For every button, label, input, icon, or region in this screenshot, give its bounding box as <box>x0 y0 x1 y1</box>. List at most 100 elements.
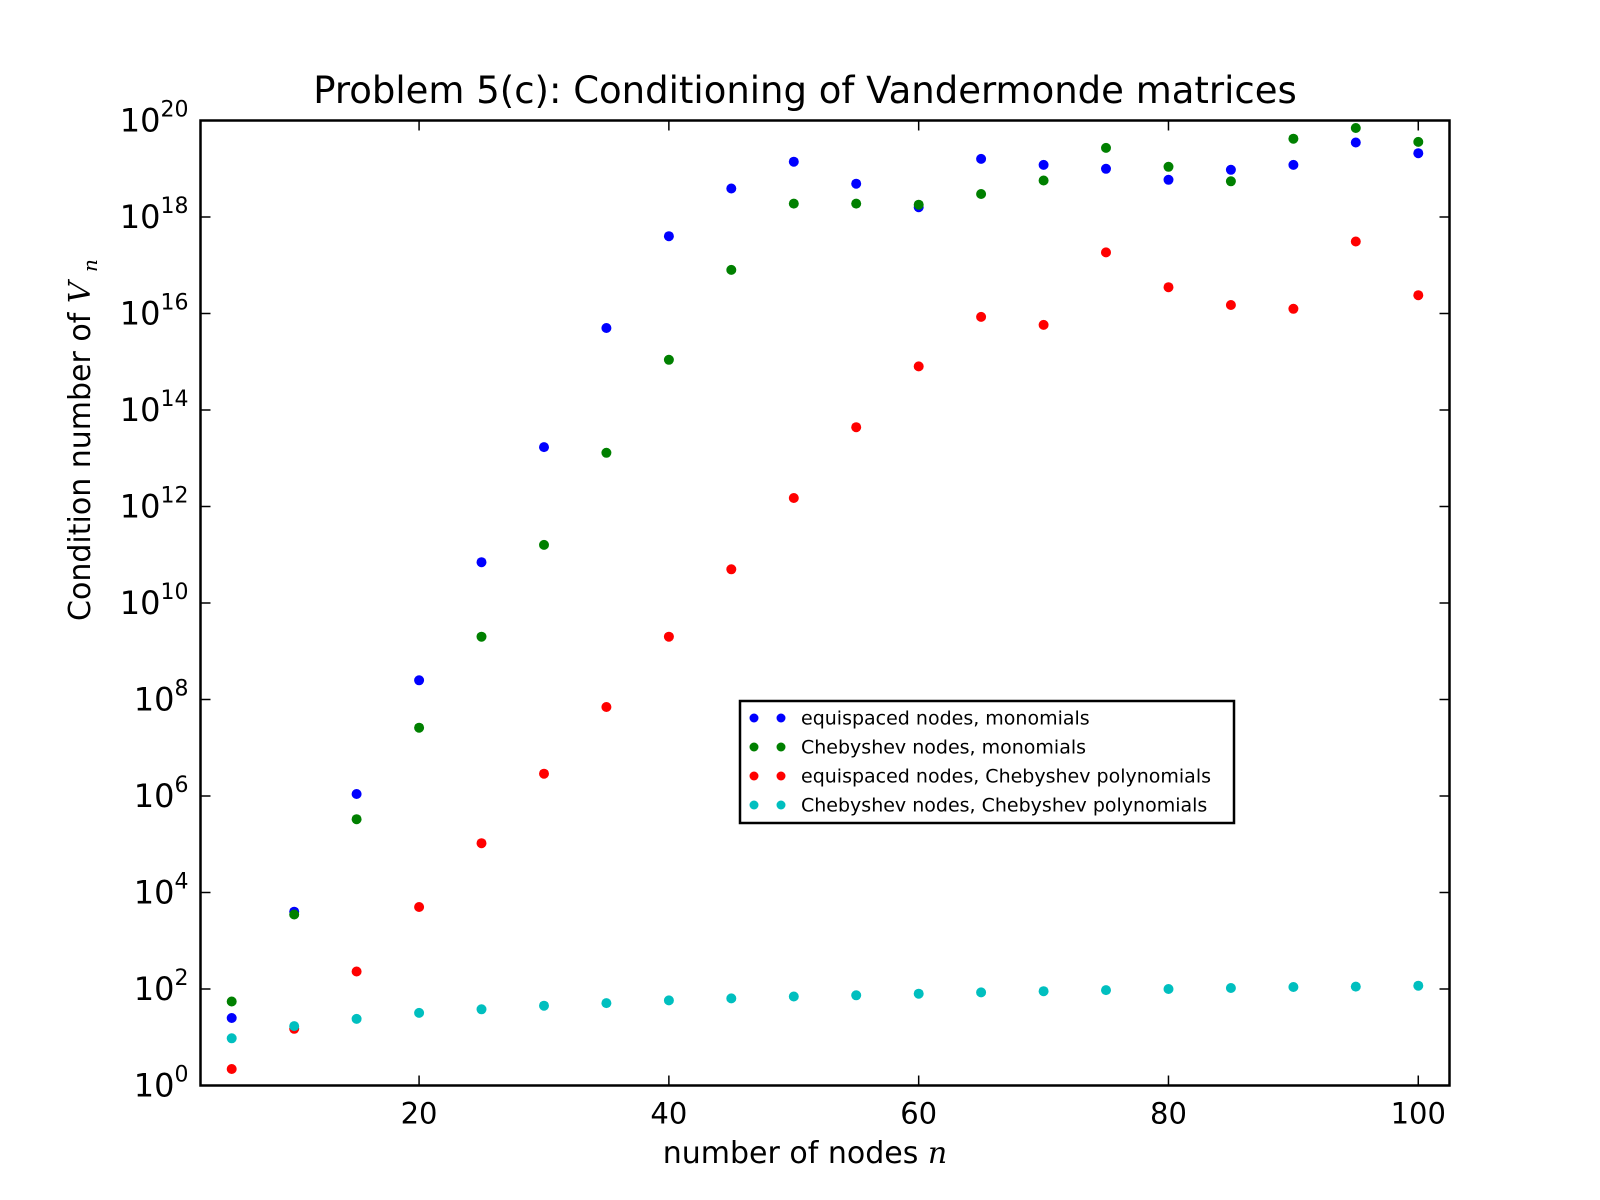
data-point <box>788 156 799 167</box>
x-tick-label: 80 <box>1150 1097 1187 1131</box>
data-point <box>1101 163 1111 174</box>
legend-label: equispaced nodes, monomials <box>801 708 1090 730</box>
data-point <box>1038 175 1049 186</box>
data-point <box>1288 159 1299 170</box>
data-point <box>851 422 862 433</box>
data-point <box>1101 142 1111 153</box>
y-tick-label: 108 <box>134 677 189 719</box>
data-point <box>1350 123 1361 133</box>
series-2 <box>226 236 1424 1074</box>
data-point <box>1163 174 1174 185</box>
data-point <box>601 702 612 712</box>
data-point <box>1163 282 1174 293</box>
y-tick-label: 1014 <box>120 387 189 429</box>
data-point <box>476 838 487 849</box>
data-point <box>663 231 674 242</box>
y-axis-label: Condition number of V n <box>63 259 102 621</box>
plot-frame <box>199 119 1451 1087</box>
legend-marker <box>776 800 786 810</box>
x-tick-label: 20 <box>401 1097 438 1131</box>
data-point <box>476 557 487 568</box>
chart-title: Problem 5(c): Conditioning of Vandermond… <box>313 69 1297 112</box>
data-point <box>226 996 237 1007</box>
data-point <box>726 183 737 194</box>
data-point <box>1288 982 1299 992</box>
data-point <box>539 768 549 779</box>
legend-marker <box>749 713 759 723</box>
data-point <box>1288 303 1299 314</box>
legend-marker <box>776 742 786 752</box>
data-point <box>976 189 987 199</box>
data-point <box>289 909 300 920</box>
data-point <box>1288 133 1299 144</box>
data-point <box>1101 985 1111 996</box>
data-point <box>414 675 425 686</box>
legend-box <box>738 699 1236 825</box>
data-point <box>726 264 737 275</box>
data-point <box>351 814 362 825</box>
data-point <box>976 987 987 998</box>
data-point <box>226 1064 237 1074</box>
data-point <box>788 991 799 1002</box>
x-tick-label: 100 <box>1391 1097 1446 1131</box>
data-point <box>726 993 737 1004</box>
data-point <box>1225 300 1236 310</box>
data-point <box>1038 319 1049 330</box>
data-point <box>976 311 987 322</box>
legend-marker <box>749 800 759 810</box>
data-point <box>351 966 362 977</box>
x-axis-label: number of nodes n <box>663 1136 947 1171</box>
y-tick-label: 104 <box>134 870 189 912</box>
data-point <box>601 998 612 1009</box>
data-point <box>851 198 862 209</box>
y-axis-label-sub: n <box>78 259 102 272</box>
data-point <box>1163 161 1174 172</box>
data-point <box>1163 984 1174 994</box>
y-axis-label-text: Condition number of <box>63 311 98 621</box>
legend-label: Chebyshev nodes, monomials <box>801 737 1086 759</box>
data-point <box>476 631 487 642</box>
y-tick-label: 1018 <box>120 194 189 236</box>
data-point <box>1413 980 1424 991</box>
data-point <box>1101 247 1111 258</box>
y-tick-label: 102 <box>134 966 189 1008</box>
x-axis-label-var: n <box>928 1136 947 1171</box>
data-point <box>414 722 425 733</box>
y-tick-label: 1012 <box>120 484 189 526</box>
data-point <box>726 564 737 575</box>
data-point <box>913 361 924 372</box>
series-0 <box>226 137 1424 1023</box>
data-point <box>226 1013 237 1023</box>
data-point <box>1350 981 1361 992</box>
data-point <box>913 988 924 999</box>
y-axis-label-var: V <box>63 278 98 303</box>
x-tick-label: 40 <box>650 1097 687 1131</box>
legend-marker <box>776 713 786 723</box>
legend-marker <box>776 771 786 781</box>
data-point <box>351 789 362 799</box>
data-point <box>851 990 862 1001</box>
data-point <box>414 1007 425 1018</box>
svg-text:Condition number of: Condition number of V n <box>63 259 102 621</box>
data-point <box>663 995 674 1006</box>
legend: equispaced nodes, monomials Chebyshev nod… <box>738 699 1236 825</box>
data-point <box>663 631 674 642</box>
data-point <box>476 1004 487 1015</box>
legend-marker <box>749 742 759 752</box>
data-point <box>976 153 987 164</box>
legend-marker <box>749 771 759 781</box>
data-point <box>539 539 549 550</box>
data-point <box>1350 137 1361 148</box>
data-point <box>1225 164 1236 175</box>
data-point <box>226 1033 237 1044</box>
axis-ticks: 20 40 60 80 100 100 102 104 106 108 1010 1012 1014 10… <box>120 98 1450 1131</box>
x-axis-label-text: number of nodes <box>663 1136 919 1171</box>
data-point <box>539 442 549 453</box>
data-point <box>414 902 425 912</box>
data-point <box>539 1000 549 1011</box>
y-tick-label: 1016 <box>120 291 189 333</box>
legend-label: equispaced nodes, Chebyshev polynomials <box>801 766 1211 788</box>
data-point <box>663 354 674 365</box>
data-point <box>788 198 799 209</box>
